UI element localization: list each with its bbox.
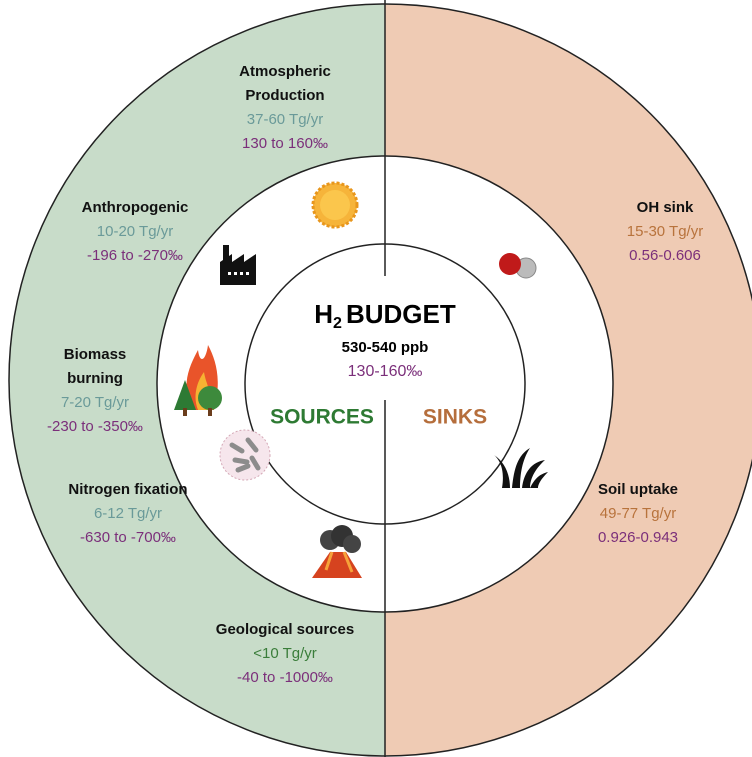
entry-flux: <10 Tg/yr: [253, 645, 317, 662]
center-isotope: 130-160‰: [348, 363, 423, 380]
entry-isotope: -196 to -270‰: [87, 247, 183, 264]
entry-flux: 37-60 Tg/yr: [247, 111, 323, 128]
center-title: H2 BUDGET: [314, 299, 456, 332]
grass-icon: [494, 448, 548, 488]
entry-name: Biomass: [64, 346, 127, 363]
factory-icon: [220, 245, 256, 285]
sources-label: SOURCES: [270, 406, 374, 429]
title-subscript: 2: [333, 315, 342, 332]
entry-isotope: 130 to 160‰: [242, 135, 328, 152]
bacteria-icon: [219, 429, 271, 481]
entry-name: Anthropogenic: [82, 199, 189, 216]
entry-name: Nitrogen fixation: [68, 481, 187, 498]
sun-icon: [311, 181, 359, 229]
title-main: H: [314, 299, 333, 329]
entry-name: Atmospheric: [239, 63, 331, 80]
entry-name: burning: [67, 370, 123, 387]
volcano-icon: [312, 525, 362, 578]
entry-isotope: 0.926-0.943: [598, 529, 678, 546]
entry-flux: 6-12 Tg/yr: [94, 505, 162, 522]
sinks-label: SINKS: [423, 406, 487, 429]
entry-flux: 49-77 Tg/yr: [600, 505, 676, 522]
title-rest: BUDGET: [346, 299, 456, 329]
entry-name: Production: [245, 87, 324, 104]
entry-flux: 7-20 Tg/yr: [61, 394, 129, 411]
entry-isotope: 0.56-0.606: [629, 247, 701, 264]
entry-isotope: -230 to -350‰: [47, 418, 143, 435]
entry-flux: 10-20 Tg/yr: [97, 223, 173, 240]
entry-name: Soil uptake: [598, 481, 678, 498]
entry-name: OH sink: [637, 199, 694, 216]
labels: Atmospheric Production 37-60 Tg/yr 130 to 1…: [47, 63, 703, 686]
center-concentration: 530-540 ppb: [342, 339, 429, 356]
entry-isotope: -40 to -1000‰: [237, 669, 333, 686]
entry-isotope: -630 to -700‰: [80, 529, 176, 546]
entry-name: Geological sources: [216, 621, 354, 638]
fire-icon: [174, 345, 222, 416]
entry-flux: 15-30 Tg/yr: [627, 223, 703, 240]
oh-molecule-icon: [499, 253, 537, 279]
